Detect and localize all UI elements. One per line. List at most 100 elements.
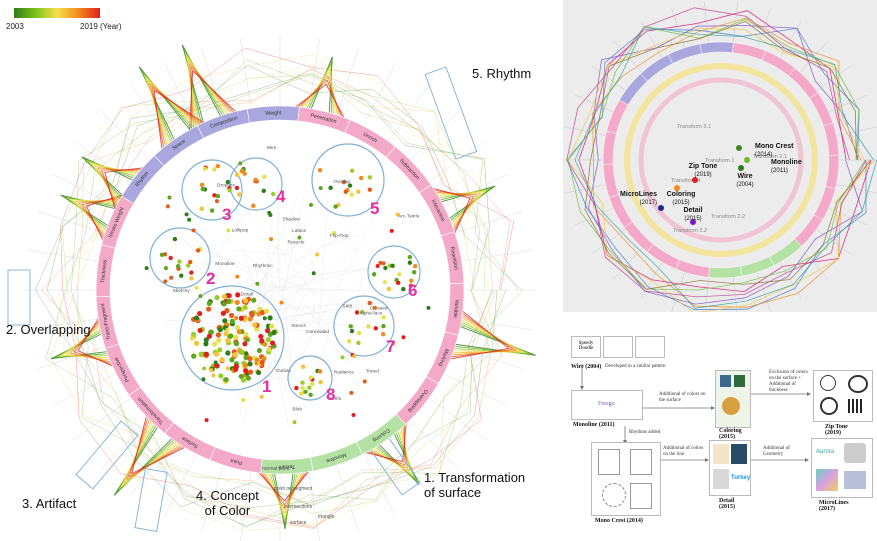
font-node: [340, 355, 345, 360]
zoom-node-name: Mono Crest: [755, 143, 794, 150]
font-node: [199, 206, 204, 211]
font-node: [238, 161, 243, 166]
font-node: [245, 338, 250, 343]
font-node: [372, 305, 377, 310]
font-node: [381, 261, 386, 266]
thumb-zip-tone: [813, 370, 873, 422]
font-node: [354, 310, 360, 315]
zoom-node-dot: [744, 157, 750, 163]
zoom-node-dot: [690, 219, 696, 225]
thumb-aurora-text: Aurora: [816, 449, 835, 455]
inner-label: Overlap: [333, 179, 350, 185]
font-node: [223, 377, 229, 383]
font-node: [253, 177, 258, 183]
zoom-node-name: MicroLines: [620, 191, 657, 198]
font-node: [163, 279, 168, 284]
font-nodes: [144, 161, 431, 425]
zoom-node-name: Wire: [737, 173, 752, 180]
font-node: [242, 298, 249, 304]
outer-labels: normal point point on segment intersection…: [262, 466, 335, 526]
font-node: [269, 323, 275, 329]
font-node: [382, 280, 387, 285]
inner-label: Concealed: [306, 329, 329, 335]
inner-label: Monoline: [215, 261, 235, 267]
cluster-number: 2: [206, 269, 215, 288]
font-node: [352, 354, 357, 359]
font-node: [197, 310, 203, 317]
zoom-node-year: (2019): [694, 172, 711, 178]
font-node: [179, 273, 184, 278]
flow-note-colors: Additional of colors on the surface: [659, 392, 706, 403]
font-node: [242, 341, 248, 347]
cluster-number: 6: [408, 281, 417, 300]
inner-labels: Concealed Flip-Flop Droplets Recycle Serifs A…: [173, 145, 420, 413]
font-node: [367, 175, 373, 180]
thumb-detail: Turkey: [709, 440, 751, 496]
ring-segment-label: Weight: [265, 110, 282, 117]
font-node: [307, 385, 312, 390]
font-node: [318, 379, 323, 385]
font-node: [381, 315, 386, 320]
font-node: [349, 390, 354, 395]
font-node: [243, 354, 249, 361]
font-node: [234, 316, 239, 321]
ring-segment-label: Thickness: [100, 259, 108, 283]
font-node: [189, 276, 194, 281]
font-node: [217, 347, 223, 353]
font-node: [203, 337, 209, 343]
font-node: [341, 179, 347, 185]
font-node: [189, 270, 194, 275]
font-node: [169, 275, 174, 280]
category-label-rhythm: 5. Rhythm: [472, 66, 532, 81]
font-node: [266, 346, 272, 352]
font-node: [215, 163, 221, 169]
font-node: [242, 362, 249, 368]
font-node: [258, 333, 264, 340]
font-node: [177, 259, 182, 264]
flow-note-similar: Developed in a similar pattern: [605, 364, 666, 369]
inner-label: Stencil: [291, 323, 305, 329]
font-node: [229, 318, 235, 324]
year-fans: [50, 44, 536, 530]
font-node: [185, 263, 191, 268]
font-node: [247, 356, 253, 362]
zoom-node-name: Zip Tone: [689, 163, 718, 170]
font-node: [213, 351, 220, 357]
font-node: [303, 389, 308, 394]
font-node: [328, 185, 333, 191]
font-node: [234, 325, 240, 331]
font-node: [297, 235, 302, 240]
font-node: [348, 324, 353, 329]
font-node: [211, 373, 216, 378]
font-node: [212, 193, 217, 198]
zoom-node-name: Coloring: [667, 191, 696, 198]
ring-segment-label: Point: [230, 457, 243, 466]
font-node: [240, 377, 247, 383]
zoom-node-dot: [674, 185, 680, 191]
inner-label: Droplets: [217, 183, 235, 189]
font-node: [233, 334, 239, 340]
font-node: [292, 420, 297, 425]
zoom-node-year: (2017): [640, 200, 657, 206]
font-node: [217, 327, 223, 333]
font-node: [233, 366, 239, 372]
category-label-overlapping: 2. Overlapping: [6, 322, 91, 337]
flow-wire-caption: Wire (2004): [571, 364, 602, 370]
font-node: [255, 369, 262, 376]
inner-label: Shift: [342, 303, 352, 309]
font-node: [235, 274, 240, 279]
font-node: [167, 195, 172, 200]
inner-label: Lattice: [292, 228, 306, 234]
font-node: [367, 187, 373, 192]
font-node: [200, 186, 205, 192]
font-node: [397, 272, 402, 277]
font-node: [238, 373, 244, 380]
zoom-transform-label: Transform 1: [705, 158, 734, 164]
outer-label: intersections: [284, 504, 313, 510]
font-node: [259, 338, 265, 344]
radial-chart: Weight PenetrationUnrichSubtractionIntera…: [7, 35, 536, 541]
font-node: [236, 306, 242, 312]
font-node: [426, 305, 431, 310]
flow-zip-tone-caption: Zip Tone (2019): [825, 424, 848, 436]
font-node: [234, 172, 240, 177]
